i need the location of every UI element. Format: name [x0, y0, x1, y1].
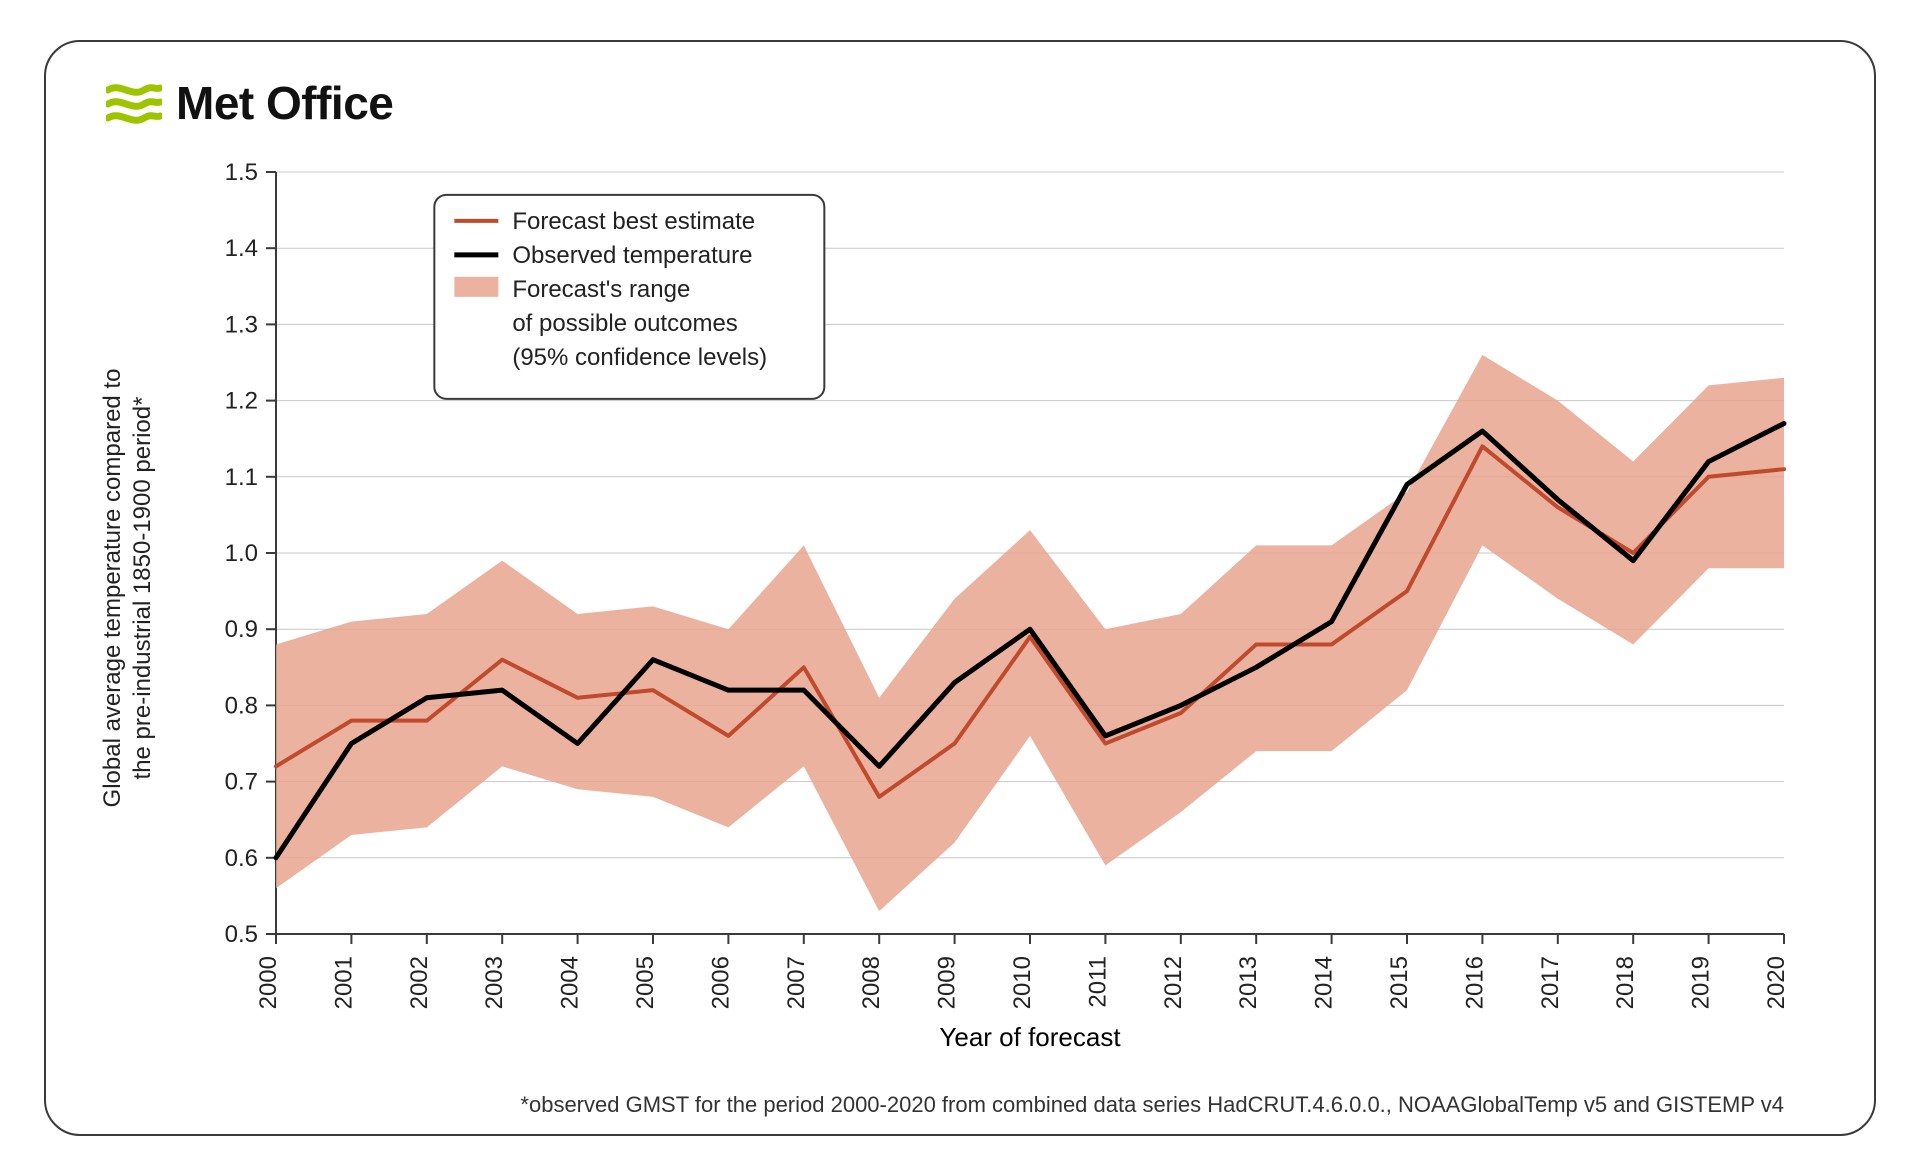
x-tick-label: 2006	[707, 956, 734, 1009]
x-tick-label: 2007	[783, 956, 810, 1009]
x-axis-label: Year of forecast	[939, 1022, 1121, 1052]
x-tick-label: 2019	[1688, 956, 1715, 1009]
legend-swatch-band	[454, 277, 498, 297]
brand-waves-icon	[106, 80, 162, 126]
y-axis-label-line2: the pre-industrial 1850-1900 period*	[128, 268, 158, 908]
legend-label-band-3: (95% confidence levels)	[512, 344, 767, 371]
y-tick-label: 0.7	[225, 769, 258, 796]
legend-label-observed: Observed temperature	[512, 242, 752, 269]
x-tick-label: 2012	[1160, 956, 1187, 1009]
legend-label-band-1: Forecast's range	[512, 276, 690, 303]
brand-name: Met Office	[176, 76, 393, 130]
y-tick-label: 0.6	[225, 845, 258, 872]
x-tick-label: 2008	[858, 956, 885, 1009]
x-tick-label: 2005	[632, 956, 659, 1009]
brand-logo: Met Office	[106, 76, 393, 130]
x-tick-label: 2002	[406, 956, 433, 1009]
x-tick-label: 2013	[1235, 956, 1262, 1009]
y-tick-label: 1.0	[225, 540, 258, 567]
x-tick-label: 2017	[1537, 956, 1564, 1009]
y-tick-label: 1.4	[225, 235, 258, 262]
x-tick-label: 2001	[330, 956, 357, 1009]
x-tick-label: 2010	[1009, 956, 1036, 1009]
legend-label-forecast: Forecast best estimate	[512, 208, 755, 235]
y-tick-label: 1.5	[225, 162, 258, 186]
y-tick-label: 1.2	[225, 388, 258, 415]
x-tick-label: 2016	[1461, 956, 1488, 1009]
footnote-text: *observed GMST for the period 2000-2020 …	[520, 1092, 1784, 1118]
y-tick-label: 0.9	[225, 616, 258, 643]
x-tick-label: 2015	[1386, 956, 1413, 1009]
x-tick-label: 2003	[481, 956, 508, 1009]
x-tick-label: 2011	[1084, 956, 1111, 1008]
y-tick-label: 0.5	[225, 921, 258, 948]
y-axis-label: Global average temperature compared to t…	[98, 268, 158, 908]
y-axis-label-line1: Global average temperature compared to	[98, 268, 128, 908]
chart-card: Met Office Global average temperature co…	[44, 40, 1876, 1136]
x-tick-label: 2014	[1311, 956, 1338, 1009]
legend-label-band-2: of possible outcomes	[512, 310, 737, 337]
y-tick-label: 1.1	[225, 464, 258, 491]
y-tick-label: 1.3	[225, 311, 258, 338]
x-tick-label: 2020	[1763, 956, 1790, 1009]
x-tick-label: 2018	[1612, 956, 1639, 1009]
y-tick-label: 0.8	[225, 692, 258, 719]
x-tick-label: 2004	[557, 956, 584, 1009]
x-tick-label: 2009	[934, 956, 961, 1009]
x-tick-label: 2000	[255, 956, 282, 1009]
plot-area: 0.5 0.6 0.7 0.8 0.9 1.0 1.1 1.2 1.3 1.4 1.5 2000 200…	[196, 162, 1804, 1064]
